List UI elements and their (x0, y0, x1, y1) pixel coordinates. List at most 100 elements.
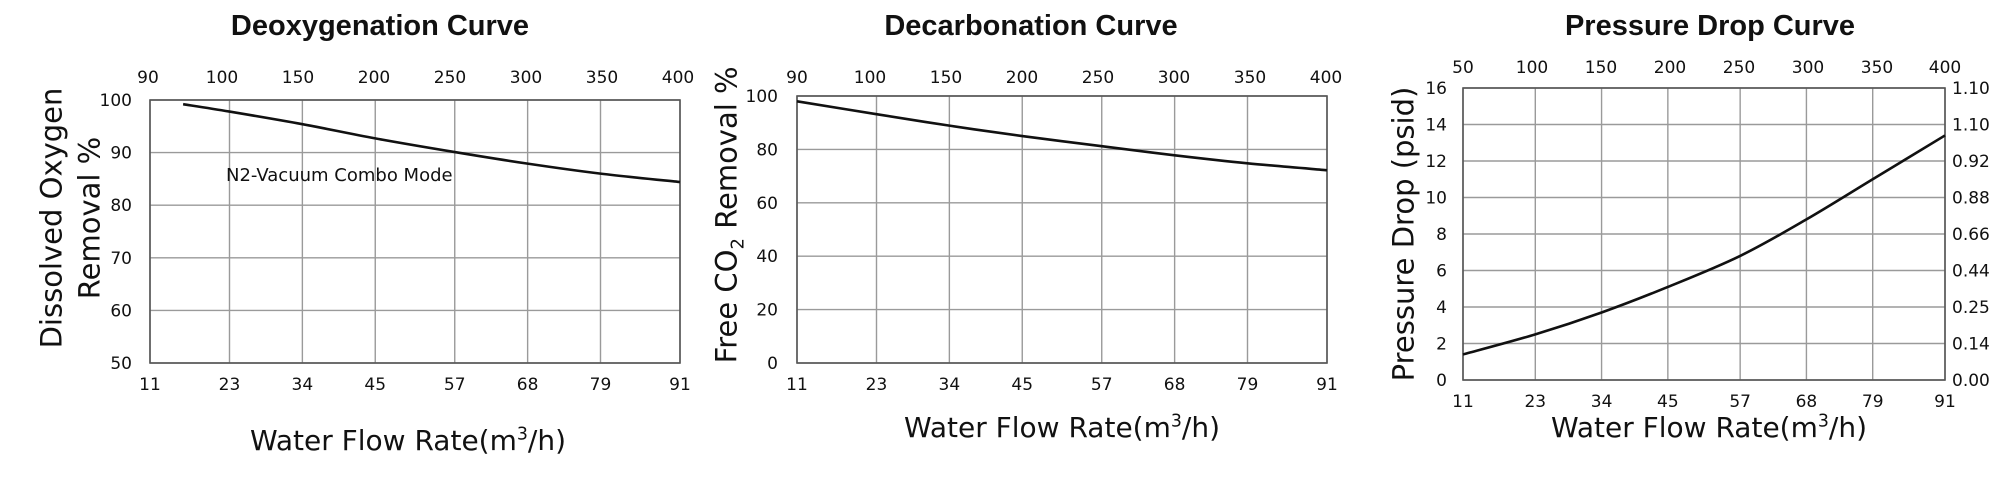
x-tick-label: 68 (1164, 375, 1186, 395)
top-x-tick-label: 90 (786, 68, 808, 88)
y-tick-label: 100 (100, 91, 132, 111)
top-x-tick-label: 100 (1516, 58, 1548, 78)
top-x-tick-label: 300 (510, 68, 542, 88)
x-tick-label: 45 (364, 375, 386, 395)
x-tick-label: 57 (1729, 392, 1751, 412)
x-tick-label: 91 (1316, 375, 1338, 395)
x-tick-label: 45 (1657, 392, 1679, 412)
top-x-tick-label: 150 (282, 68, 314, 88)
x-tick-label: 11 (139, 375, 161, 395)
top-x-tick-label: 200 (358, 68, 390, 88)
deoxygenation-chart: Deoxygenation Curve 11 23 34 45 57 68 79 91 90 10… (0, 0, 700, 484)
x-tick-label: 79 (590, 375, 612, 395)
y-axis-label-line-2: Removal % (71, 136, 106, 300)
right-y-tick-label: 0.92 (1952, 152, 1990, 172)
y-tick-label: 80 (110, 196, 132, 216)
right-y-tick-label: 0.88 (1952, 189, 1990, 209)
y-axis-label-line-1: Dissolved Oxygen (33, 87, 68, 349)
y-tick-label: 6 (1436, 262, 1447, 282)
data-line (182, 102, 681, 184)
x-tick-label: 23 (1524, 392, 1546, 412)
y-tick-label: 60 (110, 301, 132, 321)
x-tick-label: 68 (1796, 392, 1818, 412)
top-x-tick-label: 400 (1310, 68, 1342, 88)
x-tick-label: 79 (1862, 392, 1884, 412)
x-tick-label: 34 (292, 375, 314, 395)
mode-annotation: N2-Vacuum Combo Mode (226, 165, 453, 186)
x-tick-label: 91 (669, 375, 691, 395)
plot-frame (1462, 87, 1946, 381)
y-tick-label: 50 (110, 354, 132, 374)
y-tick-label: 20 (756, 301, 778, 321)
y-tick-label: 4 (1436, 298, 1447, 318)
y-tick-label: 16 (1425, 79, 1447, 99)
y-tick-label: 80 (756, 140, 778, 160)
x-tick-label: 23 (219, 375, 241, 395)
top-x-tick-label: 250 (1082, 68, 1114, 88)
right-y-tick-label: 0.44 (1952, 262, 1990, 282)
top-x-tick-label: 50 (1452, 58, 1474, 78)
top-x-tick-label: 250 (1723, 58, 1755, 78)
gridlines (1462, 87, 1946, 381)
y-tick-label: 100 (746, 87, 778, 107)
top-x-tick-label: 200 (1006, 68, 1038, 88)
x-tick-label: 11 (1452, 392, 1474, 412)
y-tick-label: 70 (110, 249, 132, 269)
chart-title: Pressure Drop Curve (1564, 10, 1856, 42)
x-tick-label: 91 (1934, 392, 1956, 412)
x-tick-label: 11 (786, 375, 808, 395)
y-tick-label: 60 (756, 194, 778, 214)
right-y-tick-label: 0.25 (1952, 298, 1990, 318)
top-x-tick-label: 300 (1158, 68, 1190, 88)
y-axis-label: Pressure Drop (psid) (1385, 86, 1420, 382)
x-tick-label: 79 (1237, 375, 1259, 395)
x-tick-label: 45 (1011, 375, 1033, 395)
top-x-tick-label: 350 (586, 68, 618, 88)
x-axis-label: Water Flow Rate(m3/h) (1550, 411, 1868, 444)
gridlines (149, 99, 681, 364)
top-x-tick-label: 400 (662, 68, 694, 88)
top-x-tick-label: 350 (1234, 68, 1266, 88)
y-tick-label: 8 (1436, 225, 1447, 245)
y-tick-label: 14 (1425, 116, 1447, 136)
x-axis-label: Water Flow Rate(m3/h) (903, 411, 1221, 444)
top-x-tick-label: 100 (206, 68, 238, 88)
plot-frame (796, 95, 1328, 364)
top-x-tick-label: 90 (137, 68, 159, 88)
y-tick-label: 40 (756, 247, 778, 267)
top-x-tick-label: 300 (1792, 58, 1824, 78)
y-tick-label: 0 (767, 354, 778, 374)
x-tick-label: 57 (444, 375, 466, 395)
x-tick-label: 57 (1091, 375, 1113, 395)
y-tick-label: 0 (1436, 371, 1447, 391)
x-tick-label: 68 (517, 375, 539, 395)
x-axis-label: Water Flow Rate(m3/h) (249, 424, 567, 457)
data-line (1462, 134, 1946, 356)
y-axis-label: Dissolved Oxygen Removal % (32, 88, 108, 349)
top-x-tick-label: 150 (1585, 58, 1617, 78)
right-y-tick-label: 0.00 (1952, 371, 1990, 391)
y-tick-label: 2 (1436, 335, 1447, 355)
top-x-tick-label: 100 (854, 68, 886, 88)
top-x-tick-label: 150 (930, 68, 962, 88)
decarbonation-plot: 11 23 34 45 57 68 79 91 90 100 150 200 250 300 350 400 0… (746, 68, 1343, 395)
top-x-tick-label: 400 (1929, 58, 1961, 78)
right-y-tick-label: 0.14 (1952, 335, 1990, 355)
right-y-tick-label: 0.66 (1952, 225, 1990, 245)
top-x-tick-label: 200 (1654, 58, 1686, 78)
right-y-tick-label: 1.10 (1952, 116, 1990, 136)
plot-frame (149, 99, 681, 364)
y-tick-label: 90 (110, 144, 132, 164)
pressure-drop-chart: Pressure Drop Curve 11 23 34 45 57 68 79 91 50 10… (1350, 0, 2000, 484)
y-tick-label: 10 (1425, 189, 1447, 209)
chart-title: Deoxygenation Curve (230, 10, 530, 42)
y-axis-label: Free CO2 Removal % (709, 66, 748, 364)
decarbonation-chart: Decarbonation Curve 11 23 34 45 57 68 79 91 90 10… (700, 0, 1350, 484)
x-tick-label: 34 (1591, 392, 1613, 412)
x-tick-label: 34 (939, 375, 961, 395)
right-y-tick-label: 1.10 (1952, 79, 1990, 99)
top-x-tick-label: 250 (434, 68, 466, 88)
top-x-tick-label: 350 (1861, 58, 1893, 78)
